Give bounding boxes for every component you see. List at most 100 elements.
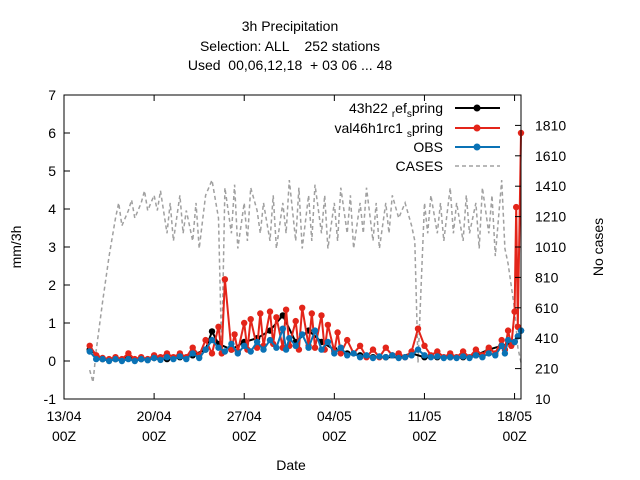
x-tick-label: 27/04 <box>227 408 262 424</box>
data-point <box>131 357 138 365</box>
legend-label-part: r <box>392 109 396 120</box>
data-point <box>511 308 518 315</box>
data-point <box>308 310 315 317</box>
data-point <box>414 346 422 353</box>
data-point <box>279 312 286 319</box>
data-point <box>498 336 505 344</box>
data-point <box>485 344 492 351</box>
series-val46h1rc1-spring <box>86 129 525 363</box>
y2-tick-label: 410 <box>535 330 559 346</box>
data-point <box>208 328 216 335</box>
data-point <box>163 354 171 361</box>
x-tick-label: 11/05 <box>407 408 441 424</box>
data-point <box>266 308 274 315</box>
data-point <box>189 344 196 351</box>
data-point <box>369 346 377 353</box>
data-point <box>221 276 229 283</box>
data-point <box>215 323 222 330</box>
data-point <box>253 338 261 346</box>
x-tick-label-hour: 00Z <box>503 428 528 444</box>
data-point <box>183 355 190 363</box>
data-point <box>286 335 293 342</box>
data-point <box>382 354 389 361</box>
data-point <box>356 354 364 361</box>
data-point <box>208 336 216 344</box>
data-point <box>440 354 447 362</box>
data-point <box>311 327 319 334</box>
data-point <box>292 342 299 349</box>
y2-tick-label: 1410 <box>535 178 566 194</box>
x-tick-label-hour: 00Z <box>142 428 167 444</box>
y2-tick-label: 10 <box>535 391 551 407</box>
data-point <box>150 354 158 362</box>
data-point <box>427 354 435 361</box>
data-point <box>513 203 520 211</box>
data-point <box>241 319 248 327</box>
legend-label: CASES <box>396 158 443 174</box>
data-point <box>99 355 106 363</box>
data-point <box>279 325 286 332</box>
data-point <box>266 336 274 344</box>
y2-tick-label: 210 <box>535 361 559 377</box>
y-tick-label: 2 <box>48 277 56 293</box>
y-tick-label: 6 <box>48 125 56 141</box>
data-point <box>86 348 93 355</box>
data-point <box>208 350 216 357</box>
x-tick-label-hour: 00Z <box>412 428 437 444</box>
data-point <box>170 355 177 363</box>
data-point <box>292 317 299 325</box>
data-point <box>492 352 499 359</box>
y-tick-label: 1 <box>48 315 56 331</box>
legend-label-part: OBS <box>413 139 443 155</box>
data-point <box>282 346 290 353</box>
data-point <box>382 344 389 351</box>
title-line-1: 3h Precipitation <box>242 18 339 34</box>
data-point <box>202 336 209 344</box>
y2-tick-label: 1210 <box>535 209 566 225</box>
data-point <box>369 354 377 362</box>
x-axis-label: Date <box>276 457 306 473</box>
y-axis-label: mm/3h <box>8 226 24 269</box>
data-point <box>459 348 467 355</box>
y2-tick-label: 1810 <box>535 117 566 133</box>
data-point <box>311 344 319 351</box>
data-point <box>408 352 415 359</box>
data-point <box>221 348 229 355</box>
data-point <box>395 354 402 362</box>
x-tick-label-hour: 00Z <box>52 428 77 444</box>
y-tick-label: 4 <box>48 201 56 217</box>
data-point <box>472 352 480 359</box>
data-point <box>389 352 396 359</box>
data-point <box>434 348 441 355</box>
data-point <box>324 321 332 329</box>
y-tick-label: 0 <box>48 353 56 369</box>
data-point <box>376 353 383 360</box>
data-point <box>344 336 351 344</box>
data-point <box>504 327 512 334</box>
data-point <box>86 342 93 349</box>
data-point <box>202 346 209 353</box>
data-point <box>247 316 254 323</box>
legend-label-part: s <box>407 109 412 120</box>
data-point <box>318 312 325 319</box>
y2-tick-label: 610 <box>535 300 559 316</box>
data-point <box>447 354 454 361</box>
y-tick-label: 3 <box>48 239 56 255</box>
x-tick-label: 04/05 <box>317 408 352 424</box>
data-point <box>421 342 428 349</box>
data-point <box>324 338 332 346</box>
data-point <box>337 344 344 351</box>
data-point <box>228 340 235 348</box>
legend-label: val46h1rc1 spring <box>334 120 443 140</box>
series-layer <box>86 129 525 383</box>
data-point <box>273 314 280 321</box>
data-point <box>401 354 409 361</box>
data-point <box>395 350 402 357</box>
data-point <box>350 350 357 357</box>
y2-tick-label: 1610 <box>535 148 566 164</box>
data-point <box>125 355 132 363</box>
data-point <box>421 352 428 359</box>
data-point <box>466 354 473 362</box>
data-point <box>511 338 518 346</box>
